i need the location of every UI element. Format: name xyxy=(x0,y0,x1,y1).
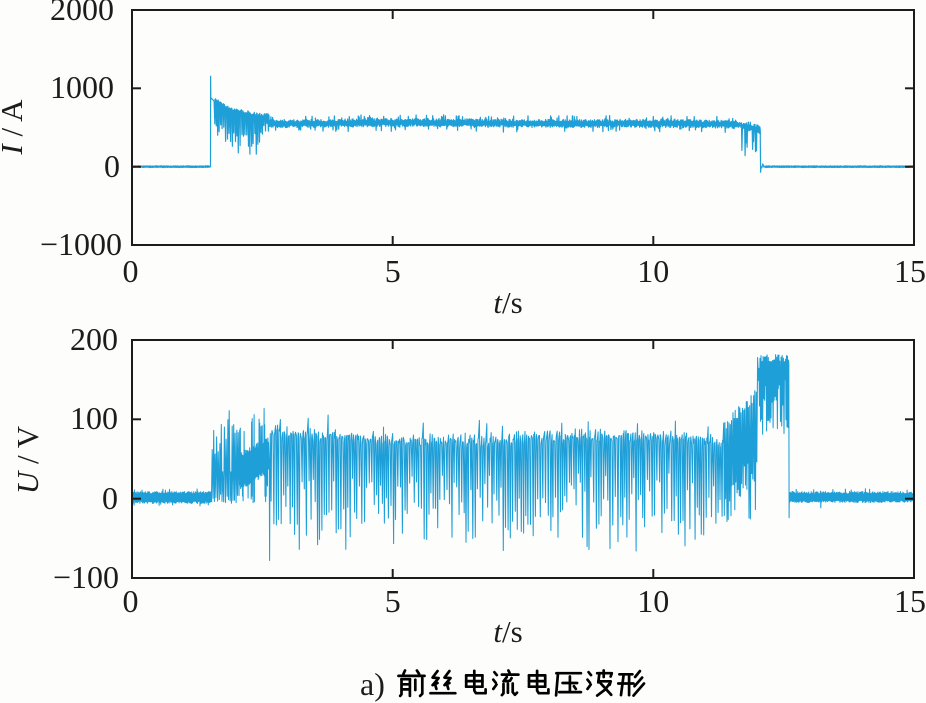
svg-text:200: 200 xyxy=(70,321,118,357)
svg-text:t/s: t/s xyxy=(493,614,522,649)
svg-text:0: 0 xyxy=(102,480,118,516)
svg-text:−1000: −1000 xyxy=(40,226,122,262)
svg-text:10: 10 xyxy=(637,583,669,619)
svg-text:15: 15 xyxy=(894,253,926,289)
svg-text:2000: 2000 xyxy=(50,0,114,27)
svg-text:U / V: U / V xyxy=(10,425,45,494)
svg-text:15: 15 xyxy=(894,583,926,619)
svg-text:0: 0 xyxy=(123,253,139,289)
svg-text:10: 10 xyxy=(637,253,669,289)
svg-text:t/s: t/s xyxy=(493,285,522,320)
svg-text:−100: −100 xyxy=(53,559,119,595)
svg-text:0: 0 xyxy=(123,583,139,619)
svg-text:100: 100 xyxy=(70,400,118,436)
svg-text:5: 5 xyxy=(385,253,401,289)
svg-text:1000: 1000 xyxy=(50,69,114,105)
svg-text:a): a) xyxy=(360,666,385,702)
svg-text:0: 0 xyxy=(104,148,120,184)
svg-text:5: 5 xyxy=(385,583,401,619)
svg-text:I / A: I / A xyxy=(0,99,29,156)
